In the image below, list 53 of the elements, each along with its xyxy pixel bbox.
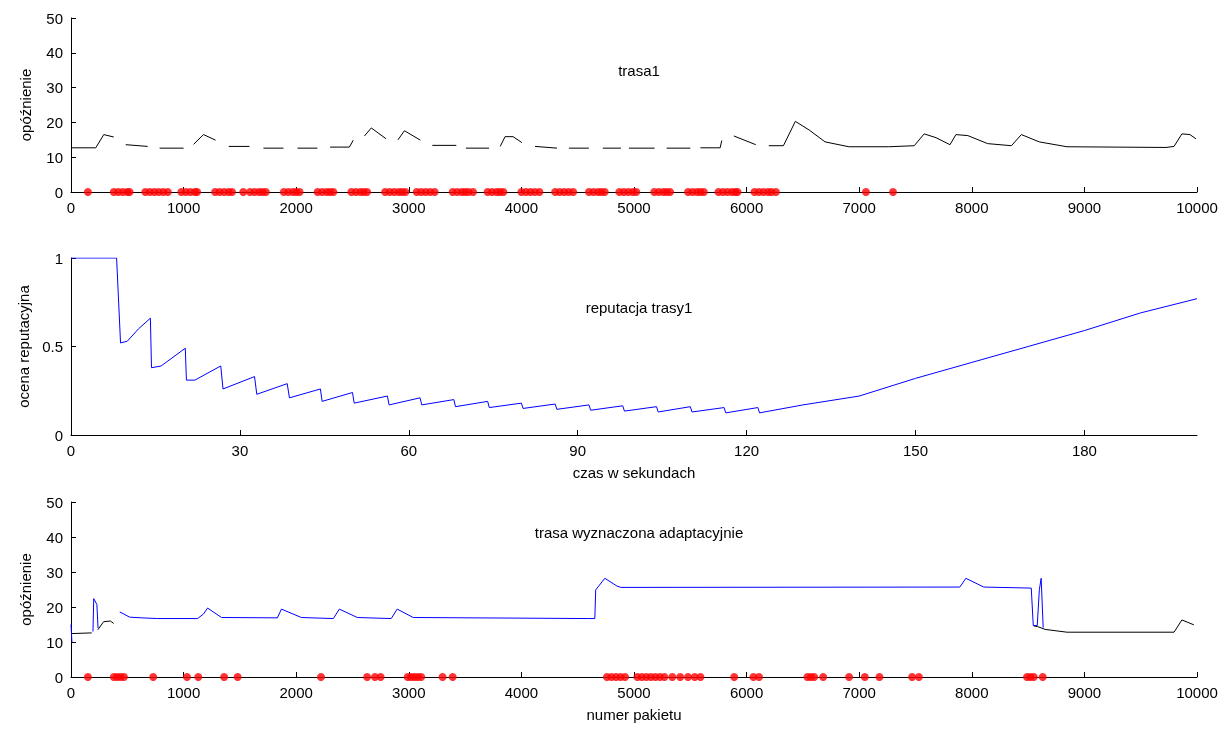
x-tick-label: 1000 — [166, 684, 201, 701]
x-tick-label: 10000 — [1176, 684, 1218, 701]
x-tick-label: 30 — [231, 442, 249, 459]
x-tick-label: 6000 — [729, 199, 764, 216]
y-axis-title: ocena reputacyjna — [15, 284, 33, 408]
y-axis-title: opóźnienie — [17, 553, 34, 626]
x-tick-label: 4000 — [504, 199, 539, 216]
x-tick-label: 0 — [66, 199, 76, 216]
x-tick-label: 3000 — [392, 199, 426, 216]
y-axis-title: opóźnienie — [17, 68, 34, 142]
x-tick-label: 3000 — [392, 684, 426, 701]
y-tick-label: 0 — [54, 668, 63, 686]
x-tick-label: 8000 — [955, 684, 989, 701]
text: reputacja trasy1 — [585, 299, 693, 316]
x-tick-label: 0 — [66, 684, 76, 701]
x-tick-label: 6000 — [729, 684, 764, 701]
x-tick-label: 5000 — [617, 684, 651, 701]
x-tick-label: 0 — [66, 442, 76, 459]
x-tick-label: 4000 — [504, 684, 539, 701]
y-tick-label: 20 — [46, 598, 63, 616]
y-tick-label: 20 — [46, 113, 63, 131]
y-tick-label: 50 — [46, 9, 63, 27]
x-tick-label: 7000 — [842, 199, 876, 216]
x-tick-label: 2000 — [279, 199, 313, 216]
y-tick-label: 30 — [46, 563, 63, 581]
y-tick-label: 50 — [46, 493, 63, 511]
text: trasa1 — [618, 62, 660, 79]
x-tick-label: 120 — [734, 442, 760, 459]
text: trasa wyznaczona adaptacyjnie — [534, 524, 744, 541]
y-tick-label: 30 — [46, 79, 63, 97]
y-tick-label: 0 — [54, 426, 63, 444]
x-tick-label: 1000 — [166, 199, 201, 216]
x-tick-label: 90 — [569, 442, 587, 459]
x-axis-title: czas w sekundach — [572, 464, 696, 481]
x-tick-label: 8000 — [955, 199, 989, 216]
y-tick-label: 0.5 — [42, 338, 63, 355]
x-tick-label: 10000 — [1176, 199, 1218, 216]
y-tick-label: 1 — [54, 249, 63, 267]
x-tick-label: 5000 — [617, 199, 651, 216]
y-tick-label: 10 — [46, 148, 63, 166]
x-axis-title: numer pakietu — [586, 706, 682, 723]
line-series — [70, 257, 1198, 414]
x-tick-label: 180 — [1071, 442, 1097, 459]
x-tick-label: 7000 — [842, 684, 876, 701]
y-tick-label: 0 — [54, 183, 63, 201]
x-tick-label: 2000 — [279, 684, 313, 701]
x-tick-label: 9000 — [1067, 684, 1102, 701]
x-tick-label: 150 — [902, 442, 929, 459]
x-tick-label: 60 — [400, 442, 418, 459]
y-tick-label: 40 — [46, 44, 63, 62]
y-tick-label: 10 — [46, 633, 63, 651]
y-tick-label: 40 — [46, 528, 63, 546]
x-tick-label: 9000 — [1067, 199, 1102, 216]
